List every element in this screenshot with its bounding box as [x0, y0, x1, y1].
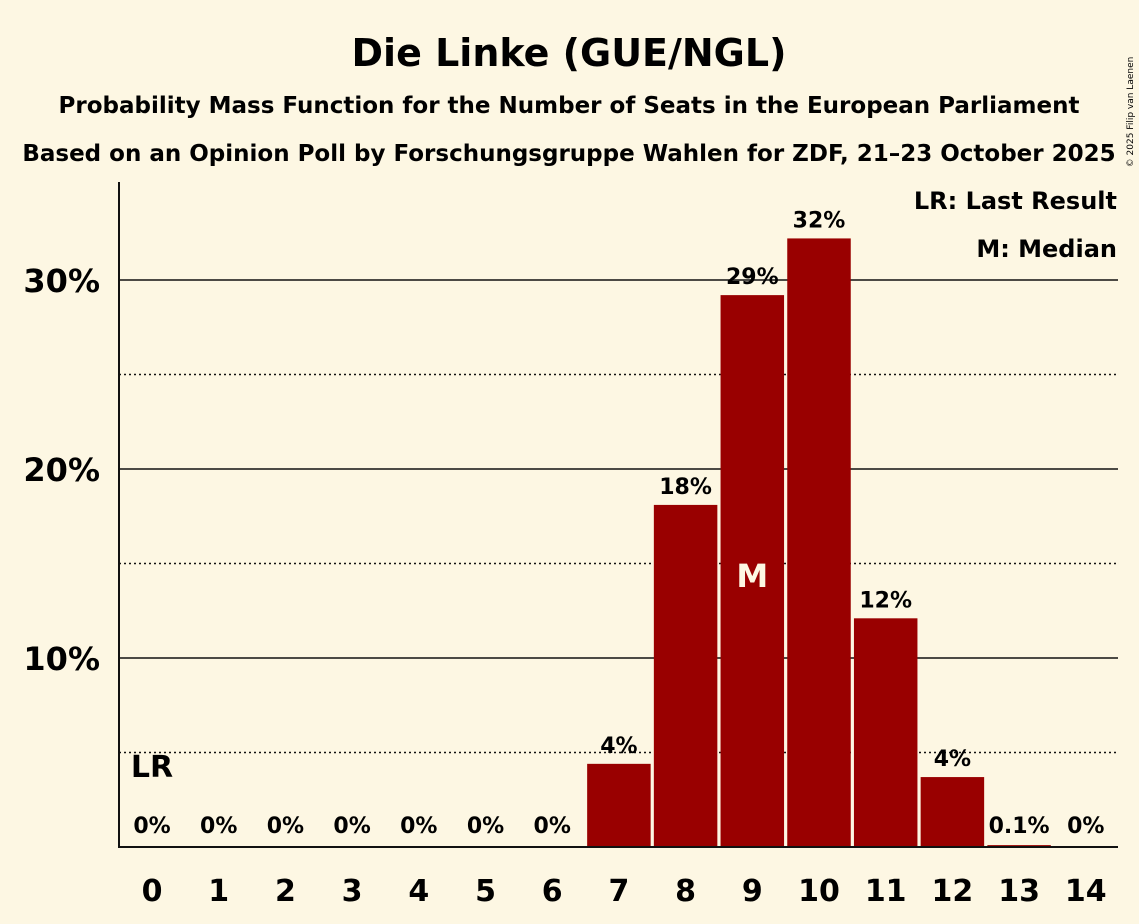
chart-subtitle: Probability Mass Function for the Number… — [59, 93, 1080, 119]
x-axis: 0 1 2 3 4 5 6 7 8 9 10 11 12 13 14 — [119, 846, 1118, 909]
y-tick-label: 10% — [23, 640, 100, 678]
x-tick-label: 4 — [408, 874, 429, 909]
x-tick-label: 1 — [208, 874, 229, 909]
x-tick-label: 10 — [798, 874, 840, 909]
data-label: 0% — [133, 814, 170, 839]
data-label: 18% — [659, 475, 712, 500]
bar-seat-10 — [787, 238, 851, 848]
x-tick-label: 7 — [608, 874, 629, 909]
bars — [587, 238, 1051, 848]
bar-seat-8 — [653, 504, 718, 847]
last-result-marker: LR — [131, 750, 173, 785]
x-tick-label: 8 — [675, 874, 696, 909]
data-label: 12% — [859, 588, 912, 613]
data-labels: 0% 0% 0% 0% 0% 0% 0% 4% 18% 29% 32% 12% 4% 0.1% 0% M LR — [131, 208, 1105, 839]
x-tick-label: 0 — [142, 874, 163, 909]
data-label: 0% — [1067, 814, 1104, 839]
copyright-notice: © 2025 Filip van Laenen — [1126, 57, 1136, 168]
legend-median: M: Median — [976, 235, 1117, 263]
y-tick-label: 20% — [23, 451, 100, 489]
x-tick-label: 14 — [1065, 874, 1107, 909]
data-label: 4% — [934, 747, 971, 772]
data-label: 0% — [267, 814, 304, 839]
x-tick-label: 2 — [275, 874, 296, 909]
bar-seat-7 — [587, 763, 651, 847]
bar-seat-9 — [720, 295, 785, 847]
data-label: 0% — [400, 814, 437, 839]
data-label: 4% — [600, 734, 637, 759]
data-label: 0% — [333, 814, 370, 839]
median-marker: M — [736, 557, 768, 595]
x-tick-label: 11 — [865, 874, 907, 909]
data-label: 0.1% — [989, 814, 1050, 839]
legend-last-result: LR: Last Result — [914, 187, 1117, 215]
bar-seat-12 — [920, 777, 985, 847]
data-label: 32% — [793, 208, 846, 233]
bar-seat-11 — [853, 618, 918, 847]
data-label: 0% — [200, 814, 237, 839]
data-label: 0% — [467, 814, 504, 839]
x-tick-label: 3 — [342, 874, 363, 909]
x-tick-label: 13 — [998, 874, 1040, 909]
chart-subtitle-source: Based on an Opinion Poll by Forschungsgr… — [22, 141, 1115, 167]
x-tick-label: 9 — [742, 874, 763, 909]
x-tick-label: 12 — [932, 874, 974, 909]
y-tick-label: 30% — [23, 262, 100, 300]
chart-title: Die Linke (GUE/NGL) — [352, 31, 787, 75]
data-label: 29% — [726, 265, 779, 290]
x-tick-label: 6 — [542, 874, 563, 909]
gridlines — [119, 279, 1118, 754]
y-axis: 10% 20% 30% — [23, 182, 120, 848]
x-tick-label: 5 — [475, 874, 496, 909]
data-label: 0% — [534, 814, 571, 839]
